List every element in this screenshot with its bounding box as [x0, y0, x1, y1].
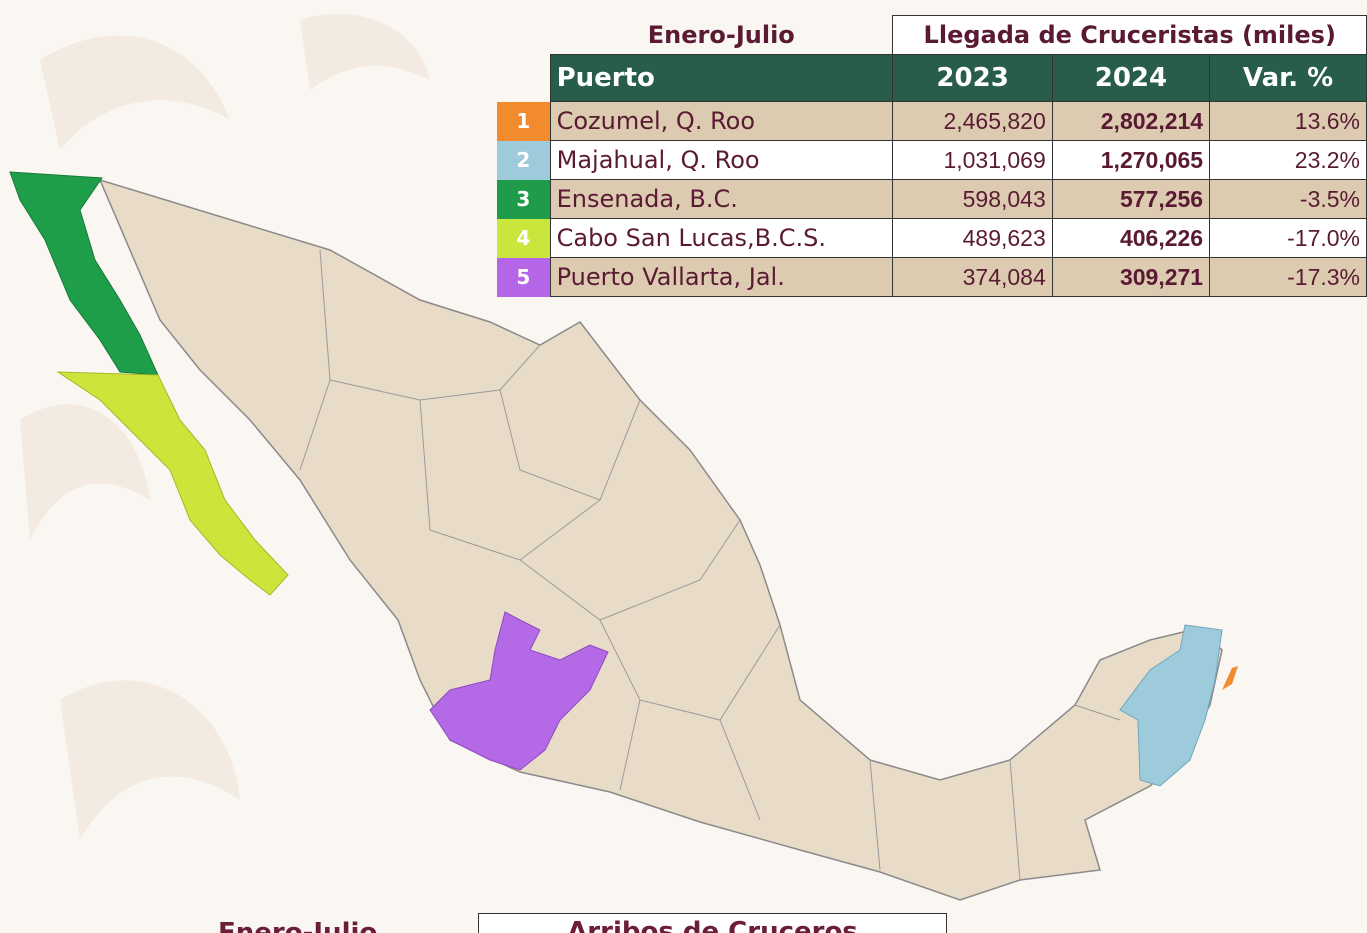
port-name: Puerto Vallarta, Jal.: [549, 257, 894, 297]
quintana-roo: [1119, 624, 1223, 787]
state-borders: [299, 249, 1121, 881]
port-name: Cozumel, Q. Roo: [549, 101, 894, 141]
background-pattern: [20, 13, 430, 840]
bottom-title: Arribos de Cruceros: [478, 913, 947, 933]
bottom-period: Enero-Julio: [218, 918, 378, 933]
baja-california-sur: [56, 371, 289, 596]
table-title: Llegada de Cruceristas (miles): [892, 15, 1367, 55]
column-header: Var. %: [1209, 54, 1367, 102]
rank-badge: 1: [497, 101, 551, 141]
value-2023: 1,031,069: [892, 140, 1053, 180]
rank-badge: 3: [497, 179, 551, 219]
value-2024: 406,226: [1051, 218, 1211, 258]
port-name: Ensenada, B.C.: [549, 179, 894, 219]
variation: -17.0%: [1209, 218, 1367, 258]
cozumel: [1222, 666, 1238, 690]
column-header: 2023: [892, 54, 1053, 102]
table-row: 1 Cozumel, Q. Roo 2,465,820 2,802,214 13.6%: [497, 101, 1367, 141]
column-header: 2024: [1051, 54, 1211, 102]
port-name: Majahual, Q. Roo: [549, 140, 894, 180]
variation: 13.6%: [1209, 101, 1367, 141]
rank-badge: 4: [497, 218, 551, 258]
value-2023: 598,043: [892, 179, 1053, 219]
table-row: 4 Cabo San Lucas,B.C.S. 489,623 406,226 -17.…: [497, 218, 1367, 258]
period-label: Enero-Julio: [647, 20, 795, 49]
value-2024: 1,270,065: [1051, 140, 1211, 180]
column-header: Puerto: [549, 54, 894, 102]
variation: -17.3%: [1209, 257, 1367, 297]
jalisco: [429, 611, 609, 771]
value-2024: 309,271: [1051, 257, 1211, 297]
value-2023: 489,623: [892, 218, 1053, 258]
table-body: 1 Cozumel, Q. Roo 2,465,820 2,802,214 13.6% 2…: [497, 101, 1367, 297]
table-row: 2 Majahual, Q. Roo 1,031,069 1,270,065 23.2%: [497, 140, 1367, 180]
variation: -3.5%: [1209, 179, 1367, 219]
port-name: Cabo San Lucas,B.C.S.: [549, 218, 894, 258]
rank-badge: 5: [497, 257, 551, 297]
value-2024: 577,256: [1051, 179, 1211, 219]
value-2023: 374,084: [892, 257, 1053, 297]
cruise-table: Enero-Julio Llegada de Cruceristas (mile…: [497, 15, 1367, 297]
table-row: 3 Ensenada, B.C. 598,043 577,256 -3.5%: [497, 179, 1367, 219]
value-2023: 2,465,820: [892, 101, 1053, 141]
rank-badge: 2: [497, 140, 551, 180]
table-row: 5 Puerto Vallarta, Jal. 374,084 309,271 -17.…: [497, 257, 1367, 297]
value-2024: 2,802,214: [1051, 101, 1211, 141]
variation: 23.2%: [1209, 140, 1367, 180]
